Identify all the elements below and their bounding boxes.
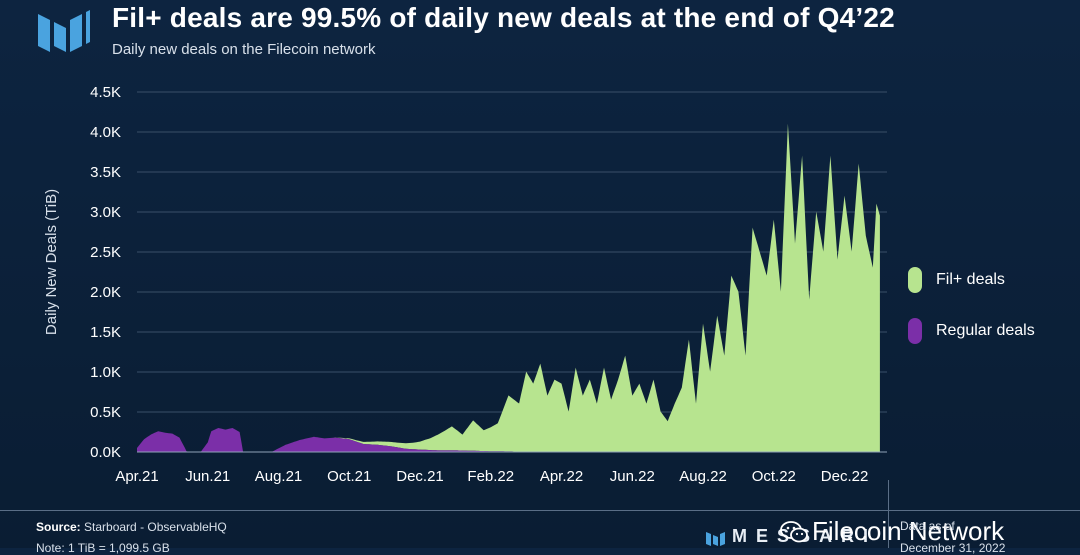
x-tick-label: Feb.22 [467, 468, 514, 485]
x-tick-label: Aug.22 [679, 468, 727, 485]
legend-swatch-fil-plus [908, 267, 922, 293]
x-tick-label: Apr.22 [540, 468, 583, 485]
y-tick-label: 4.5K [90, 84, 121, 101]
chart-subtitle: Daily new deals on the Filecoin network [112, 41, 376, 58]
source-text: Starboard - ObservableHQ [84, 520, 227, 534]
wechat-watermark: Filecoin Network [812, 516, 1005, 546]
y-tick-label: 0.5K [90, 404, 121, 421]
x-tick-label: Oct.22 [752, 468, 796, 485]
x-tick-label: Aug.21 [255, 468, 303, 485]
y-tick-label: 3.5K [90, 164, 121, 181]
y-tick-label: 2.5K [90, 244, 121, 261]
footer-divider [0, 510, 1080, 511]
data-as-of-label: Data as of [900, 519, 955, 533]
messari-logo-icon [38, 10, 90, 52]
unit-note: Note: 1 TiB = 1,099.5 GB [36, 541, 170, 555]
y-axis-label: Daily New Deals (TiB) [43, 189, 60, 335]
x-tick-label: Jun.21 [185, 468, 230, 485]
x-axis-ticks: Apr.21 Jun.21 Aug.21 Oct.21 Dec.21 Feb.22 Apr.… [115, 451, 887, 485]
legend-label-fil-plus: Fil+ deals [936, 271, 1005, 288]
x-tick-label: Jun.22 [610, 468, 655, 485]
x-tick-label: Oct.21 [327, 468, 371, 485]
y-tick-label: 2.0K [90, 284, 121, 301]
source-line: Source: Starboard - ObservableHQ [36, 520, 227, 534]
wechat-icon [780, 521, 808, 543]
footer-vertical-divider [888, 480, 889, 548]
legend-item-regular: Regular deals [908, 318, 1035, 344]
x-tick-label: Dec.21 [396, 468, 444, 485]
chart-title: Fil+ deals are 99.5% of daily new deals … [112, 2, 895, 33]
series-area-fil-plus [137, 123, 880, 452]
series-area-regular [137, 428, 880, 452]
y-tick-label: 3.0K [90, 204, 121, 221]
y-tick-label: 4.0K [90, 124, 121, 141]
x-tick-label: Dec.22 [821, 468, 869, 485]
y-axis-ticks: 0.0K 0.5K 1.0K 1.5K 2.0K 2.5K 3.0K 3.5K 4.0K 4.5K [90, 84, 121, 461]
legend-item-fil-plus: Fil+ deals [908, 267, 1005, 293]
legend-swatch-regular [908, 318, 922, 344]
source-label: Source: [36, 520, 81, 534]
messari-mark-icon [706, 532, 725, 546]
y-tick-label: 1.0K [90, 364, 121, 381]
x-tick-label: Apr.21 [115, 468, 158, 485]
series-areas [137, 123, 880, 452]
legend-label-regular: Regular deals [936, 322, 1035, 339]
y-tick-label: 0.0K [90, 444, 121, 461]
y-tick-label: 1.5K [90, 324, 121, 341]
data-as-of-date: December 31, 2022 [900, 541, 1006, 555]
